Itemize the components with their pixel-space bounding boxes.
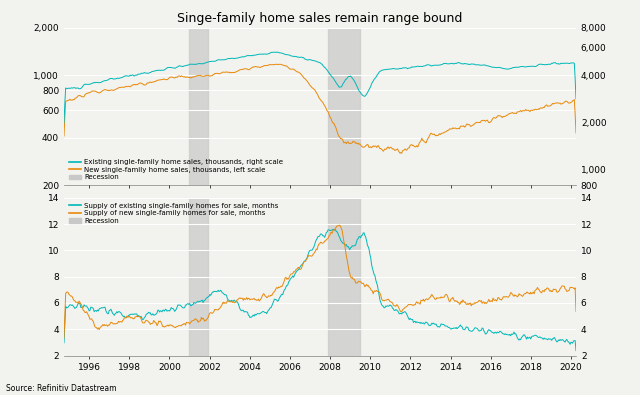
Bar <box>189 198 208 356</box>
Text: Singe-family home sales remain range bound: Singe-family home sales remain range bou… <box>177 12 463 25</box>
Bar <box>328 28 360 185</box>
Legend: Supply of existing single-family homes for sale, months, Supply of new single-fa: Supply of existing single-family homes f… <box>67 201 280 226</box>
Legend: Existing single-family home sales, thousands, right scale, New single-family hom: Existing single-family home sales, thous… <box>67 158 285 182</box>
Bar <box>189 28 208 185</box>
Text: Source: Refinitiv Datastream: Source: Refinitiv Datastream <box>6 384 117 393</box>
Bar <box>328 198 360 356</box>
